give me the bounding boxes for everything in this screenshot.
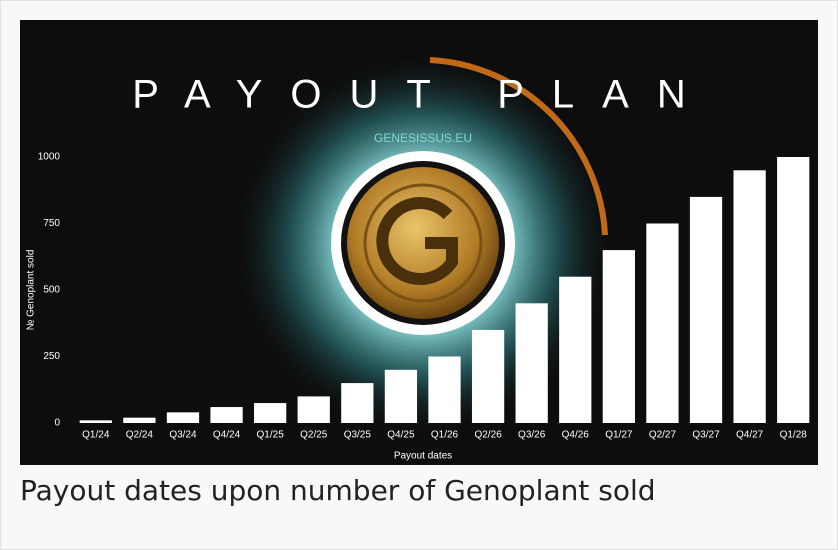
bar — [559, 277, 591, 423]
x-tick-label: Q3/24 — [169, 430, 197, 441]
x-tick-label: Q3/25 — [344, 430, 372, 441]
bar — [341, 383, 373, 423]
page: PAYOUT PLAN GENESISSUS.EU Payout dates №… — [0, 0, 838, 550]
x-tick-label: Q2/26 — [474, 430, 502, 441]
x-axis-label: Payout dates — [394, 451, 452, 462]
x-tick-label: Q1/28 — [780, 430, 808, 441]
x-tick-label: Q2/24 — [126, 430, 154, 441]
bar — [646, 224, 678, 424]
bar — [80, 420, 112, 423]
x-tick-label: Q1/26 — [431, 430, 459, 441]
x-tick-label: Q4/26 — [562, 430, 590, 441]
bar — [210, 407, 242, 423]
x-tick-label: Q1/24 — [82, 430, 110, 441]
y-axis-label: № Genoplant sold — [26, 250, 37, 331]
coin — [347, 167, 499, 319]
bar — [167, 412, 199, 423]
bar — [733, 170, 765, 423]
x-tick-label: Q4/25 — [387, 430, 415, 441]
y-tick-label: 0 — [54, 418, 60, 429]
x-tick-label: Q2/27 — [649, 430, 677, 441]
bar — [385, 370, 417, 423]
bar — [777, 157, 809, 423]
x-tick-label: Q3/26 — [518, 430, 546, 441]
x-tick-label: Q3/27 — [692, 430, 720, 441]
x-tick-label: Q1/25 — [257, 430, 285, 441]
bar — [516, 303, 548, 423]
x-tick-label: Q2/25 — [300, 430, 328, 441]
y-tick-label: 750 — [43, 218, 60, 229]
bar — [123, 418, 155, 423]
x-tick-label: Q1/27 — [605, 430, 633, 441]
chart: PAYOUT PLAN GENESISSUS.EU Payout dates №… — [0, 0, 838, 470]
y-tick-label: 1000 — [38, 152, 61, 163]
bar — [428, 357, 460, 424]
y-tick-label: 500 — [43, 285, 60, 296]
bar — [298, 396, 330, 423]
x-tick-label: Q4/27 — [736, 430, 764, 441]
chart-title: PAYOUT PLAN — [132, 73, 713, 117]
bar — [254, 403, 286, 423]
subtitle: GENESISSUS.EU — [374, 131, 472, 145]
caption: Payout dates upon number of Genoplant so… — [20, 474, 656, 507]
bar — [472, 330, 504, 423]
y-tick-label: 250 — [43, 351, 60, 362]
bar — [690, 197, 722, 423]
bar — [603, 250, 635, 423]
x-tick-label: Q4/24 — [213, 430, 241, 441]
